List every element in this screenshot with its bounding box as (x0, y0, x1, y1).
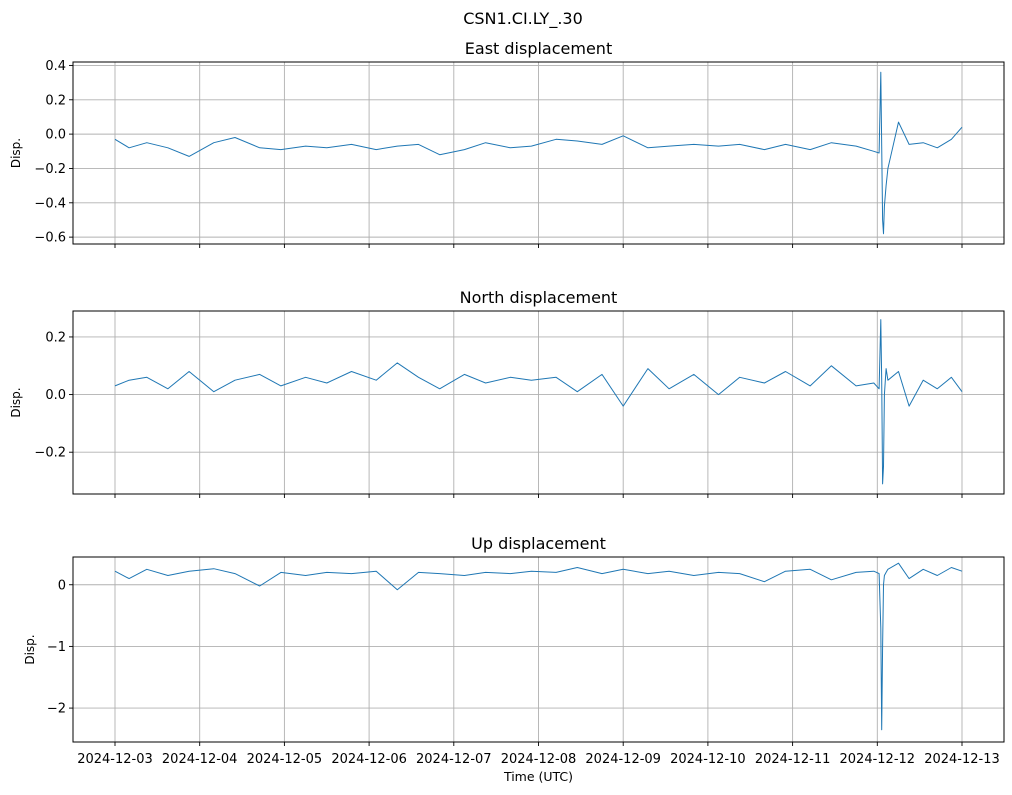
east-y-tick-label: 0.0 (45, 128, 66, 143)
north-y-ticks: 0.2 0.0 −0.2 (34, 330, 73, 461)
x-tick-label: 2024-12-05 (247, 752, 323, 767)
figure-title: CSN1.CI.LY_.30 (463, 9, 583, 29)
x-tick-label: 2024-12-08 (501, 752, 577, 767)
north-y-tick-label: 0.2 (45, 330, 66, 345)
north-panel-title: North displacement (460, 288, 618, 307)
east-y-ticks: 0.4 0.2 0.0 −0.2 −0.4 −0.6 (34, 59, 73, 246)
up-y-tick-label: −1 (47, 640, 66, 655)
east-y-tick-label: 0.4 (45, 59, 66, 74)
east-grid (73, 62, 1004, 244)
east-y-tick-label: −0.4 (34, 196, 66, 211)
x-tick-label: 2024-12-06 (331, 752, 407, 767)
north-y-axis-label: Disp. (9, 387, 23, 417)
up-x-ticks: 2024-12-03 2024-12-04 2024-12-05 2024-12-06… (77, 742, 1000, 767)
x-tick-label: 2024-12-12 (840, 752, 916, 767)
x-tick-label: 2024-12-07 (416, 752, 492, 767)
up-y-axis-label: Disp. (23, 634, 37, 664)
x-tick-label: 2024-12-04 (162, 752, 238, 767)
up-panel-title: Up displacement (471, 534, 606, 553)
panel-east: 0.40.20.0−0.2−0.4−0.6 East displacement … (9, 39, 1005, 248)
x-tick-label: 2024-12-10 (670, 752, 746, 767)
up-y-tick-label: −2 (47, 702, 66, 717)
north-grid (73, 311, 1004, 494)
up-y-ticks: 0 −1 −2 (47, 578, 73, 717)
east-x-ticks (114, 244, 963, 248)
north-y-tick-label: −0.2 (34, 446, 66, 461)
x-axis-label: Time (UTC) (503, 769, 573, 784)
east-y-axis-label: Disp. (9, 138, 23, 168)
east-y-tick-label: 0.2 (45, 93, 66, 108)
up-grid (73, 557, 1004, 742)
panel-north: 0.2 0.0 −0.2 North displacement Disp. (9, 288, 1005, 498)
east-y-tick-label: −0.2 (34, 162, 66, 177)
x-tick-label: 2024-12-09 (585, 752, 661, 767)
up-y-tick-label: 0 (58, 578, 66, 593)
x-tick-label: 2024-12-03 (77, 752, 153, 767)
north-x-ticks (114, 494, 963, 498)
x-tick-label: 2024-12-11 (755, 752, 831, 767)
up-series-line (114, 562, 963, 731)
east-panel-title: East displacement (465, 39, 612, 58)
north-series-line (114, 319, 963, 485)
panel-up: 0−1−2 2024-12-03 2024-12-04 2024-12-05 2024… (23, 534, 1005, 784)
east-series-line (114, 71, 963, 235)
x-tick-label: 2024-12-13 (924, 752, 1000, 767)
east-y-tick-label: −0.6 (34, 231, 66, 246)
north-y-tick-label: 0.0 (45, 388, 66, 403)
